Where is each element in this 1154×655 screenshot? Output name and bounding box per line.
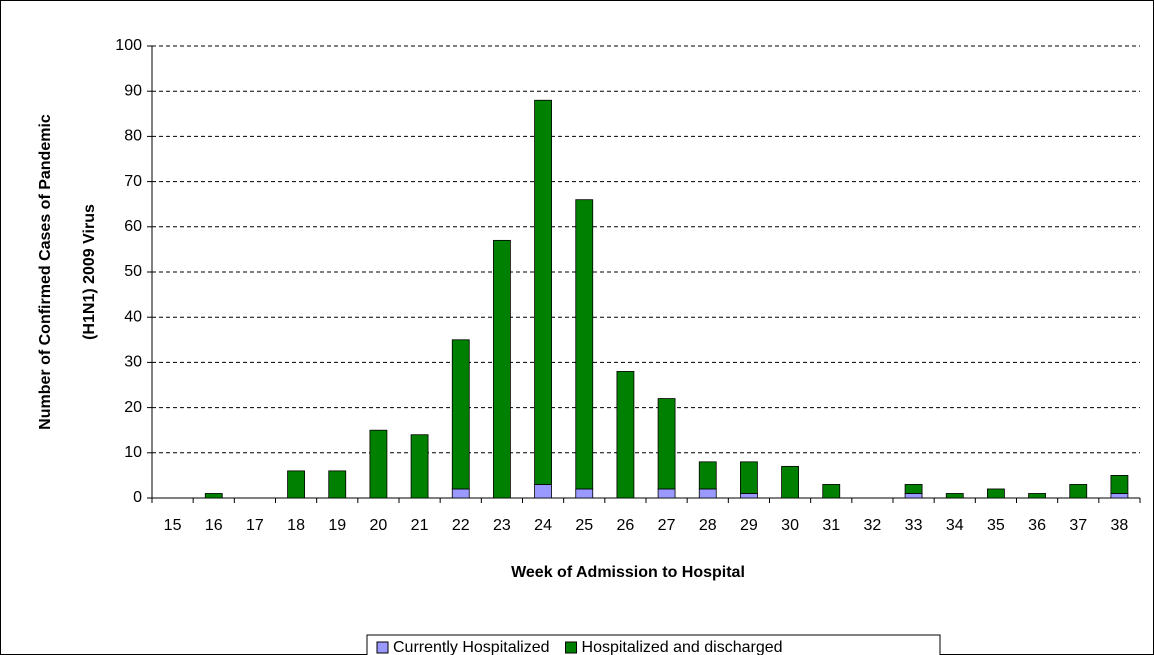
x-tick-label: 16 (205, 517, 223, 534)
y-tick-label: 100 (115, 37, 142, 54)
bar-segment (534, 99, 552, 485)
y-tick-label: 40 (124, 308, 142, 325)
x-tick-label: 30 (781, 517, 799, 534)
bar-segment (781, 465, 799, 499)
y-tick-label: 20 (124, 399, 142, 416)
x-tick-label: 23 (493, 517, 511, 534)
x-tick-label: 28 (699, 517, 717, 534)
bar-segment (987, 488, 1005, 499)
y-tick-label: 90 (124, 82, 142, 99)
y-tick-label: 0 (133, 489, 142, 506)
bar-segment (493, 239, 511, 499)
bar-segment (740, 461, 758, 494)
bar-segment (451, 488, 470, 499)
bar-segment (1110, 474, 1129, 494)
bar-segment (945, 493, 964, 499)
y-tick-label: 30 (124, 354, 142, 371)
x-tick-label: 22 (452, 517, 470, 534)
bar-segment (616, 371, 635, 499)
bar-segment (698, 461, 717, 490)
y-axis-label: (H1N1) 2009 Virus (81, 204, 98, 340)
legend-box (366, 634, 941, 655)
x-tick-label: 31 (822, 517, 840, 534)
bar-segment (822, 484, 841, 499)
legend-label: Hospitalized and discharged (582, 639, 783, 655)
bar-segment (287, 470, 305, 499)
x-tick-label: 24 (534, 517, 552, 534)
x-tick-label: 18 (287, 517, 305, 534)
x-tick-label: 21 (411, 517, 429, 534)
x-axis-label: Week of Admission to Hospital (511, 564, 745, 581)
x-tick-label: 34 (946, 517, 964, 534)
bar-segment (369, 429, 388, 499)
y-tick-label: 50 (124, 263, 142, 280)
legend-label: Currently Hospitalized (393, 639, 550, 655)
x-tick-label: 35 (987, 517, 1005, 534)
bar-segment (740, 493, 758, 499)
x-tick-label: 36 (1028, 517, 1046, 534)
y-tick-label: 10 (124, 444, 142, 461)
bar-segment (1069, 484, 1088, 499)
x-tick-label: 38 (1111, 517, 1129, 534)
bar-segment (1110, 493, 1129, 499)
bar-segment (1028, 493, 1046, 499)
bar-segment (410, 434, 429, 499)
bar-segment (575, 199, 594, 490)
legend-swatch (376, 641, 389, 654)
x-tick-label: 25 (575, 517, 593, 534)
bar-segment (451, 339, 470, 490)
legend-swatch (565, 641, 578, 654)
y-tick-label: 60 (124, 218, 142, 235)
x-tick-label: 29 (740, 517, 758, 534)
bar-segment (904, 484, 923, 494)
bar-segment (698, 488, 717, 499)
x-tick-label: 17 (246, 517, 264, 534)
bar-segment (328, 470, 347, 499)
x-tick-label: 20 (370, 517, 388, 534)
bar-segment (657, 398, 676, 490)
x-tick-label: 37 (1069, 517, 1087, 534)
bar-segment (904, 493, 923, 499)
bar-segment (204, 493, 223, 499)
bar-segment (657, 488, 676, 499)
y-tick-label: 70 (124, 173, 142, 190)
x-tick-label: 15 (164, 517, 182, 534)
y-axis-label: Number of Confirmed Cases of Pandemic (37, 114, 54, 430)
bar-segment (534, 484, 552, 499)
y-tick-label: 80 (124, 128, 142, 145)
x-tick-label: 33 (905, 517, 923, 534)
x-tick-label: 32 (864, 517, 882, 534)
x-tick-label: 26 (617, 517, 635, 534)
x-tick-label: 27 (658, 517, 676, 534)
x-tick-label: 19 (328, 517, 346, 534)
bar-segment (575, 488, 594, 499)
